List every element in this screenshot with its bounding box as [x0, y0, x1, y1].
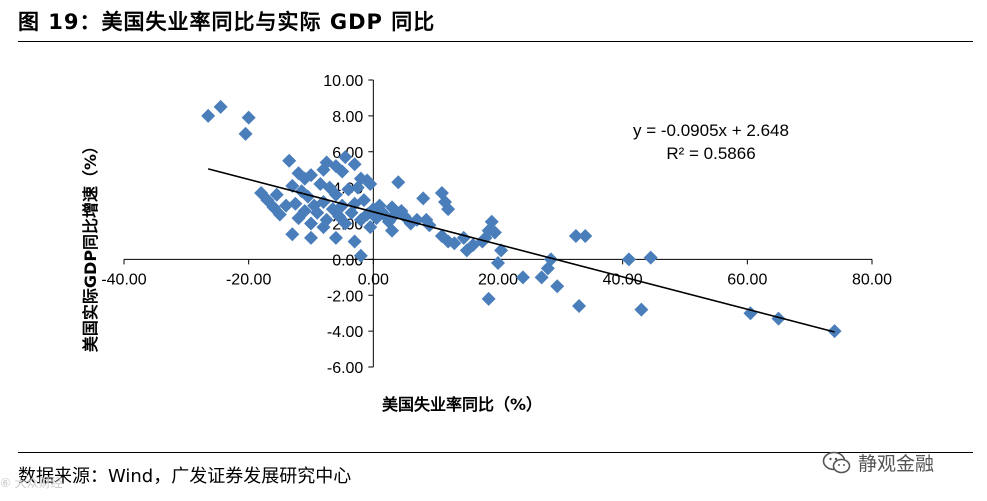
data-point: [484, 214, 499, 229]
data-point: [341, 182, 356, 197]
y-tick-label: 8.00: [332, 109, 363, 126]
data-point: [494, 243, 509, 258]
data-point: [771, 311, 786, 326]
x-tick-label: 40.00: [603, 271, 643, 288]
data-point: [335, 164, 350, 179]
y-tick-label: 10.00: [323, 73, 363, 90]
data-point: [282, 153, 297, 168]
data-point: [304, 230, 318, 245]
y-tick-label: -2.00: [327, 288, 364, 305]
y-axis-title: 美国实际GDP同比增速（%）: [81, 138, 100, 352]
data-point: [363, 177, 378, 192]
x-tick-label: 60.00: [727, 271, 767, 288]
y-tick-label: -6.00: [327, 360, 364, 377]
y-tick-label: -4.00: [327, 324, 364, 341]
source-divider: [18, 452, 973, 453]
data-point: [543, 252, 558, 267]
data-point: [621, 252, 636, 267]
data-point: [288, 196, 303, 211]
data-point: [347, 157, 362, 172]
figure-title: 图 19：美国失业率同比与实际 GDP 同比: [18, 10, 436, 34]
data-point: [447, 236, 462, 251]
data-point: [347, 234, 362, 249]
regression-equation: y = -0.0905x + 2.648: [633, 121, 789, 140]
x-tick-label: 0.00: [358, 271, 389, 288]
data-point: [279, 198, 294, 213]
x-tick-label: 80.00: [852, 271, 892, 288]
x-tick-label: 20.00: [478, 271, 518, 288]
wechat-label: 静观金融: [858, 453, 935, 475]
x-tick-label: -40.00: [101, 271, 146, 288]
data-point: [385, 223, 400, 238]
data-point: [310, 205, 325, 220]
data-point: [269, 187, 284, 202]
data-point: [363, 220, 378, 235]
data-point: [441, 202, 456, 217]
data-point: [643, 250, 658, 265]
scatter-chart: -40.00 -20.00 0.00 20.00 40.00 60.00 80.00 10.0…: [81, 73, 892, 414]
data-point: [316, 220, 331, 235]
data-point: [201, 108, 216, 123]
data-point: [416, 191, 431, 206]
data-point: [328, 187, 343, 202]
title-divider: [18, 41, 973, 42]
data-point: [353, 248, 368, 263]
trend-line: [207, 168, 835, 333]
wechat-icon: [822, 451, 851, 473]
data-point: [213, 99, 228, 114]
data-point: [572, 299, 587, 314]
data-source: 数据来源：Wind，广发证券发展研究中心: [18, 466, 352, 487]
data-point: [238, 126, 253, 141]
data-point: [534, 270, 549, 285]
x-axis-title: 美国失业率同比（%）: [382, 395, 542, 414]
data-point: [241, 110, 256, 125]
data-point: [550, 279, 565, 294]
data-point: [272, 207, 287, 222]
data-point: [578, 229, 593, 244]
data-point: [491, 255, 505, 270]
wechat-badge: 静观金融: [822, 449, 934, 476]
data-point: [328, 230, 343, 245]
data-point: [487, 225, 502, 240]
data-point: [422, 218, 437, 233]
x-tick-label: -20.00: [226, 271, 271, 288]
data-point: [356, 193, 371, 208]
data-point: [304, 168, 318, 183]
data-point: [391, 175, 406, 190]
data-point: [297, 203, 312, 218]
data-point: [481, 291, 496, 306]
r-squared-label: R² = 0.5866: [666, 144, 755, 163]
data-point: [568, 229, 583, 244]
watermark-text: ⑥ 大众财经: [0, 476, 63, 490]
data-point: [338, 216, 353, 231]
data-point: [634, 302, 649, 317]
data-point: [827, 324, 842, 339]
data-point: [285, 227, 300, 242]
data-point: [515, 270, 530, 285]
data-point: [350, 180, 365, 195]
data-point: [338, 150, 353, 165]
data-point: [304, 216, 318, 231]
